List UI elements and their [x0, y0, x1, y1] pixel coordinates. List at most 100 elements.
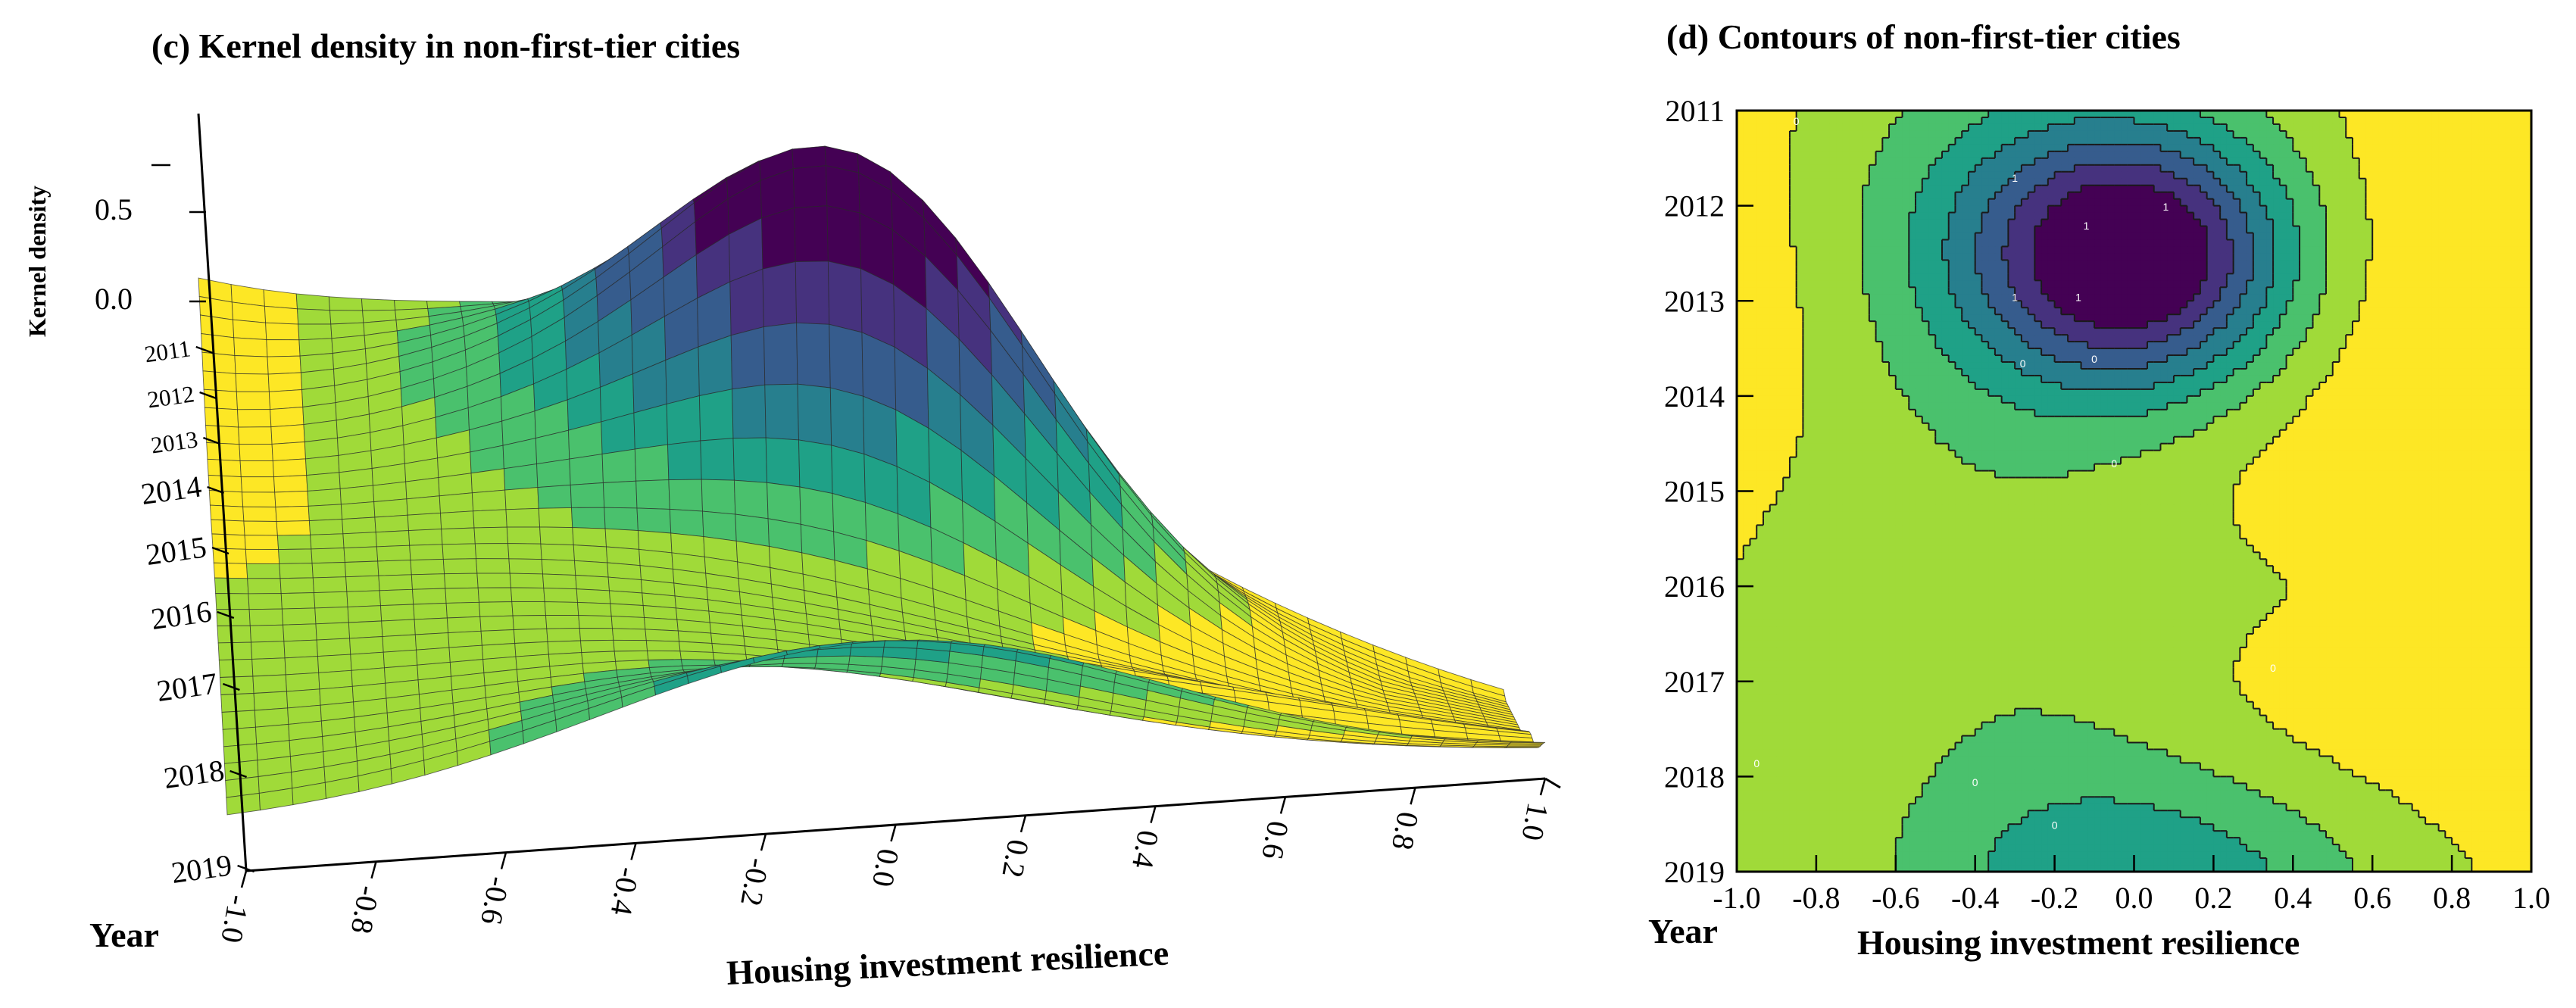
contour-cell: [2061, 301, 2069, 308]
contour-cell: [2505, 287, 2512, 295]
contour-cell: [1863, 226, 1870, 234]
contour-cell: [2465, 287, 2472, 295]
contour-cell: [2425, 171, 2433, 179]
contour-cell: [2471, 260, 2479, 267]
contour-cell: [1875, 171, 1883, 179]
contour-cell: [1796, 212, 1804, 220]
contour-cell: [1968, 178, 1976, 186]
contour-cell: [1882, 158, 1890, 166]
contour-cell: [1882, 246, 1890, 254]
contour-cell: [1863, 158, 1870, 166]
contour-cell: [2385, 287, 2393, 295]
contour-cell: [2438, 307, 2446, 315]
contour-cell: [1842, 171, 1850, 179]
contour-cell: [2385, 219, 2393, 227]
surface-facet: [268, 389, 304, 410]
contour-cell: [1928, 212, 1936, 220]
contour-cell: [1737, 280, 1744, 288]
contour-cell: [2445, 301, 2453, 308]
contour-cell: [2114, 192, 2122, 200]
surface-facet: [511, 601, 546, 616]
contour-cell: [2306, 117, 2314, 125]
contour-cell: [2445, 144, 2453, 152]
contour-cell: [2074, 260, 2082, 267]
contour-cell: [1962, 111, 1969, 118]
contour-cell: [2478, 171, 2486, 179]
contour-cell: [1769, 314, 1778, 322]
contour-cell: [2326, 144, 2334, 152]
contour-cell: [2226, 246, 2234, 254]
contour-cell: [2001, 171, 2009, 179]
contour-cell: [1928, 185, 1936, 193]
contour-cell: [2160, 219, 2168, 227]
contour-cell: [2094, 164, 2102, 173]
contour-cell: [2047, 164, 2056, 173]
contour-cell: [2306, 178, 2314, 186]
contour-cell: [1763, 294, 1771, 301]
surface-facet: [408, 529, 443, 546]
contour-cell: [2392, 280, 2400, 288]
contour-cell: [2121, 158, 2128, 166]
contour-cell: [2220, 267, 2228, 274]
contour-cell: [2034, 198, 2042, 207]
contour-cell: [2392, 212, 2400, 220]
contour-cell: [1922, 178, 1930, 186]
contour-cell: [1816, 164, 1824, 173]
contour-cell: [1816, 260, 1824, 267]
contour-cell: [2187, 144, 2194, 152]
contour-cell: [2378, 232, 2387, 241]
contour-cell: [2134, 137, 2141, 145]
contour-cell: [1941, 185, 1950, 193]
surface-facet: [601, 448, 637, 483]
contour-cell: [2312, 178, 2320, 186]
contour-cell: [2081, 171, 2088, 179]
contour-cell: [2326, 178, 2334, 186]
contour-cell: [2194, 130, 2201, 139]
panel-c-title: (c) Kernel density in non-first-tier cit…: [151, 27, 740, 65]
contour-cell: [2511, 137, 2519, 145]
contour-cell: [2121, 212, 2128, 220]
contour-cell: [1863, 307, 1870, 315]
contour-cell: [2100, 260, 2109, 267]
contour-cell: [2484, 239, 2493, 248]
contour-cell: [2478, 198, 2486, 207]
contour-cell: [2015, 205, 2022, 214]
contour-cell: [2233, 239, 2240, 248]
contour-cell: [1994, 130, 2003, 139]
contour-cell: [1909, 307, 1916, 315]
contour-cell: [1776, 301, 1784, 308]
contour-cell: [1763, 287, 1771, 295]
contour-cell: [2015, 212, 2022, 220]
surface-facet: [480, 629, 516, 646]
contour-cell: [2253, 219, 2261, 227]
contour-cell: [1789, 301, 1797, 308]
contour-cell: [1809, 151, 1817, 159]
contour-cell: [2061, 185, 2069, 193]
surface-facet: [286, 688, 321, 709]
contour-cell: [2068, 137, 2075, 145]
contour-cell: [1882, 198, 1890, 207]
contour-cell: [1968, 158, 1976, 166]
contour-cell: [1968, 260, 1976, 267]
contour-cell: [2365, 267, 2373, 274]
contour-cell: [1955, 123, 1962, 132]
contour-cell: [2498, 239, 2506, 248]
panel-d-title: (d) Contours of non-first-tier cities: [1666, 17, 2181, 56]
contour-cell: [1968, 253, 1976, 261]
contour-cell: [2206, 164, 2214, 173]
contour-cell: [2173, 239, 2181, 248]
contour-cell: [2247, 307, 2254, 315]
contour-cell: [2359, 226, 2367, 234]
contour-cell: [2167, 273, 2175, 281]
contour-cell: [2167, 294, 2175, 301]
contour-cell: [1769, 205, 1778, 214]
contour-cell: [2041, 307, 2049, 315]
contour-cell: [1869, 301, 1877, 308]
surface-facet: [476, 573, 511, 588]
contour-cell: [2524, 151, 2531, 159]
contour-cell: [1783, 123, 1791, 132]
contour-cell: [2047, 294, 2056, 301]
contour-cell: [2220, 137, 2228, 145]
surface-facet: [248, 593, 283, 610]
contour-cell: [1962, 137, 1969, 145]
